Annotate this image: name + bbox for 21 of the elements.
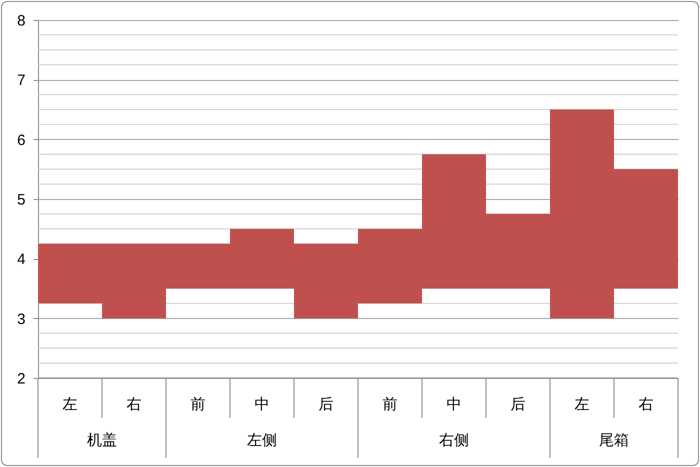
x-tick-label: 右 bbox=[638, 396, 654, 413]
x-tick-label: 中 bbox=[446, 396, 462, 413]
y-tick-label: 2 bbox=[17, 370, 26, 388]
y-tick-label: 8 bbox=[17, 12, 26, 30]
text: 左侧 bbox=[247, 432, 277, 449]
y-tick-label: 3 bbox=[17, 310, 26, 328]
x-tick-label: 后 bbox=[318, 396, 334, 413]
y-tick-label: 4 bbox=[17, 251, 26, 268]
x-tick-label: 左 bbox=[574, 396, 590, 413]
x-tick-label: 前 bbox=[190, 396, 206, 413]
y-tick-label: 6 bbox=[17, 132, 26, 149]
y-tick-label: 7 bbox=[17, 72, 26, 90]
x-tick-label: 后 bbox=[510, 396, 526, 413]
text: 尾箱 bbox=[599, 432, 629, 449]
x-tick-label: 右 bbox=[126, 396, 142, 413]
text: 右侧 bbox=[439, 432, 469, 449]
x-tick-label: 中 bbox=[254, 396, 270, 413]
text: 机盖 bbox=[87, 432, 117, 449]
x-tick-label: 左 bbox=[62, 396, 78, 413]
x-tick-label: 前 bbox=[382, 396, 398, 413]
y-tick-label: 5 bbox=[17, 192, 26, 208]
